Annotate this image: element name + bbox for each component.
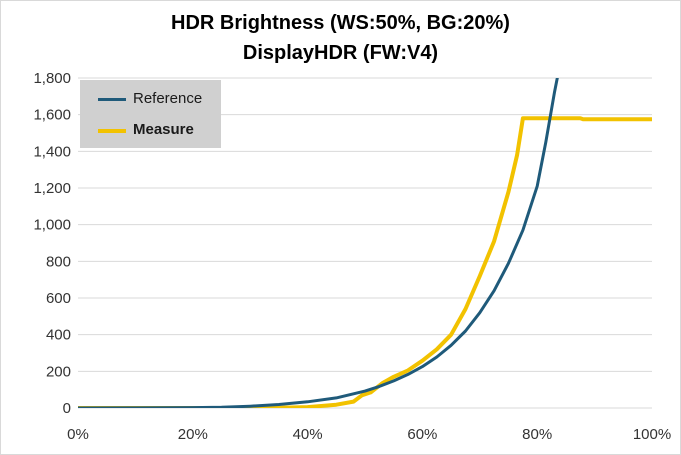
x-tick-label: 60% [407,426,437,443]
y-tick-label: 1,000 [33,217,71,234]
legend-label-measure: Measure [133,121,194,138]
legend-swatch-reference [98,98,126,101]
y-tick-label: 0 [63,400,71,417]
x-tick-label: 100% [633,426,671,443]
chart-title-line-1: HDR Brightness (WS:50%, BG:20%) [171,12,510,34]
series-line-reference [78,78,559,408]
series-line-measure [78,116,652,408]
y-tick-label: 1,400 [33,143,71,160]
y-tick-label: 1,200 [33,180,71,197]
x-tick-label: 80% [522,426,552,443]
chart-title-line-2: DisplayHDR (FW:V4) [242,42,439,64]
x-tick-label: 20% [178,426,208,443]
y-tick-label: 1,600 [33,107,71,124]
legend-item-measure: Measure [98,120,218,140]
x-tick-label: 0% [67,426,89,443]
legend-swatch-measure [98,129,126,133]
y-tick-label: 200 [46,363,71,380]
x-tick-label: 40% [293,426,323,443]
y-tick-label: 600 [46,290,71,307]
legend: Reference Measure [80,80,221,148]
legend-label-reference: Reference [133,90,203,107]
legend-item-reference: Reference [98,89,218,109]
y-tick-label: 800 [46,253,71,270]
y-tick-label: 400 [46,327,71,344]
y-tick-label: 1,800 [33,70,71,87]
